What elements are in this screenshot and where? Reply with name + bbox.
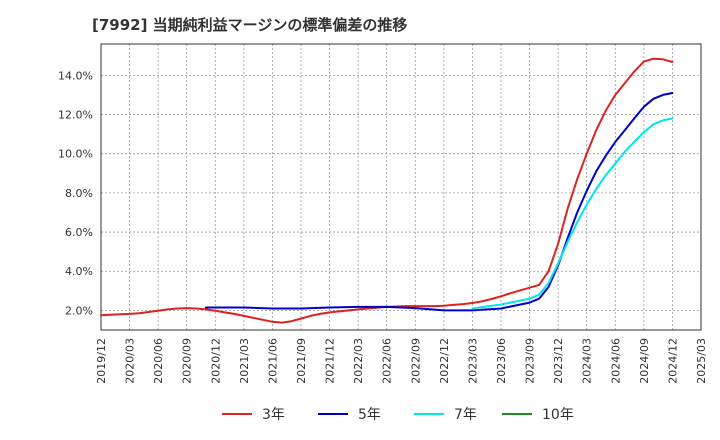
x-tick-label: 2021/12 (324, 338, 337, 384)
x-tick-label: 2025/03 (695, 338, 708, 384)
x-tick-label: 2023/03 (466, 338, 479, 384)
plot-area (100, 43, 702, 331)
legend: 3年 5年 7年 10年 (222, 407, 574, 423)
y-tick-label: 8.0% (65, 187, 93, 200)
series-line-1 (204, 92, 674, 312)
y-tick-label: 2.0% (65, 304, 93, 317)
x-tick-label: 2024/03 (581, 338, 594, 384)
series-lines (100, 57, 674, 324)
x-tick-label: 2019/12 (95, 338, 108, 384)
plot-border (100, 43, 702, 331)
x-tick-label: 2024/12 (666, 338, 679, 384)
x-tick-label: 2021/06 (266, 338, 279, 384)
legend-label-1: 5年 (358, 407, 381, 423)
x-tick-label: 2024/09 (638, 338, 651, 384)
x-tick-label: 2020/12 (209, 338, 222, 384)
x-tick-label: 2024/06 (609, 338, 622, 384)
x-axis: 2019/12 2020/03 2020/06 2020/09 2020/12 2021/… (95, 338, 708, 384)
y-tick-label: 10.0% (58, 148, 93, 161)
y-tick-label: 6.0% (65, 226, 93, 239)
x-tick-label: 2021/03 (238, 338, 251, 384)
x-tick-label: 2022/12 (438, 338, 451, 384)
y-axis: 2.0% 4.0% 6.0% 8.0% 10.0% 12.0% 14.0% (58, 69, 93, 317)
y-tick-label: 14.0% (58, 69, 93, 82)
chart-title: [7992] 当期純利益マージンの標準偏差の推移 (92, 16, 408, 34)
x-tick-label: 2020/09 (181, 338, 194, 384)
legend-label-3: 10年 (542, 407, 574, 423)
x-tick-label: 2020/03 (124, 338, 137, 384)
y-tick-label: 4.0% (65, 265, 93, 278)
x-tick-label: 2022/06 (381, 338, 394, 384)
legend-label-2: 7年 (454, 407, 477, 423)
x-tick-label: 2021/09 (295, 338, 308, 384)
legend-label-0: 3年 (262, 407, 285, 423)
x-tick-label: 2022/03 (352, 338, 365, 384)
y-tick-label: 12.0% (58, 109, 93, 122)
series-line-2 (471, 117, 674, 310)
x-tick-label: 2023/06 (495, 338, 508, 384)
grid-lines (101, 44, 701, 330)
x-tick-label: 2023/09 (524, 338, 537, 384)
x-tick-label: 2023/12 (552, 338, 565, 384)
x-tick-label: 2022/09 (409, 338, 422, 384)
x-tick-label: 2020/06 (152, 338, 165, 384)
